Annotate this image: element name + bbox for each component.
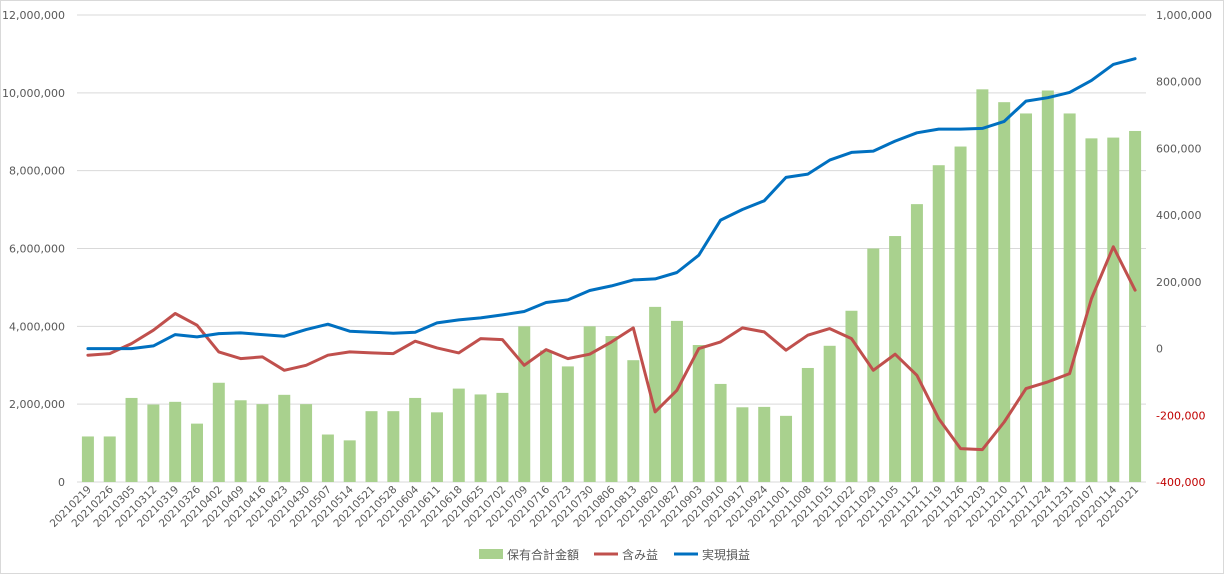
right-axis-tick-labels: -400,000 -200,000 0 200,000 400,000 600,000 80… <box>1156 9 1212 489</box>
gridlines <box>77 14 1146 483</box>
legend: 保有合計金額 含み益 実現損益 <box>479 547 750 562</box>
right-axis-tick-label: 400,000 <box>1156 209 1202 222</box>
bar-holdings <box>1085 138 1098 482</box>
legend-label-realized: 実現損益 <box>702 547 750 562</box>
bar-holdings <box>823 345 836 482</box>
bar-holdings <box>1063 113 1076 482</box>
bar-holdings <box>540 350 553 482</box>
bar-holdings <box>256 404 269 482</box>
bar-holdings <box>670 320 683 482</box>
bar-holdings <box>212 382 225 482</box>
bar-holdings <box>780 415 793 482</box>
right-axis-tick-label: 800,000 <box>1156 76 1202 89</box>
bar-series-layer <box>81 89 1142 483</box>
legend-label-holdings: 保有合計金額 <box>507 547 579 562</box>
bar-holdings <box>976 89 989 482</box>
left-axis-tick-label: 0 <box>58 476 65 489</box>
bar-holdings <box>518 326 531 482</box>
left-axis-tick-labels: 0 2,000,000 4,000,000 6,000,000 8,000,000 10,… <box>2 9 65 489</box>
bar-holdings <box>583 326 596 482</box>
bar-holdings <box>496 392 509 482</box>
bar-holdings <box>387 411 400 482</box>
bar-holdings <box>1041 90 1054 482</box>
bar-holdings <box>234 400 247 482</box>
bar-holdings <box>889 236 902 482</box>
bar-holdings <box>81 436 94 482</box>
bar-holdings <box>1107 137 1120 482</box>
left-axis-tick-label: 2,000,000 <box>9 398 65 411</box>
left-axis-tick-label: 10,000,000 <box>2 87 65 100</box>
bar-holdings <box>103 436 116 482</box>
right-axis-tick-label: 200,000 <box>1156 276 1202 289</box>
line-series-layer <box>86 57 1137 452</box>
left-axis-tick-label: 8,000,000 <box>9 165 65 178</box>
left-axis-tick-label: 6,000,000 <box>9 243 65 256</box>
bar-holdings <box>714 383 727 482</box>
bar-holdings <box>169 401 182 482</box>
legend-label-unrealized: 含み益 <box>622 547 658 562</box>
right-axis-tick-label: 600,000 <box>1156 142 1202 155</box>
bar-holdings <box>125 397 138 482</box>
bar-holdings <box>474 394 487 482</box>
bar-holdings <box>758 406 771 482</box>
bar-holdings <box>627 360 640 482</box>
right-axis-tick-label: -200,000 <box>1156 409 1205 422</box>
left-axis-tick-label: 4,000,000 <box>9 320 65 333</box>
bar-holdings <box>867 248 880 482</box>
bar-holdings <box>649 306 662 482</box>
line-realized-gain <box>86 57 1137 351</box>
bar-holdings <box>932 165 945 483</box>
bar-holdings <box>845 310 858 482</box>
line-unrealized-gain <box>86 245 1137 452</box>
legend-swatch-holdings <box>479 549 503 559</box>
right-axis-tick-label: 1,000,000 <box>1156 9 1212 22</box>
right-axis-tick-label: -400,000 <box>1156 476 1205 489</box>
right-axis-tick-label: 0 <box>1156 343 1163 356</box>
bar-holdings <box>801 367 814 482</box>
bar-holdings <box>321 434 334 482</box>
bar-holdings <box>954 146 967 482</box>
bar-holdings <box>998 102 1011 482</box>
bar-holdings <box>561 366 574 482</box>
bar-holdings <box>1129 130 1142 482</box>
bar-holdings <box>605 336 618 482</box>
bar-holdings <box>409 397 422 482</box>
bar-holdings <box>736 407 749 482</box>
bar-holdings <box>278 394 291 482</box>
bar-holdings <box>910 204 923 482</box>
bar-holdings <box>365 411 378 482</box>
bar-holdings <box>147 404 160 482</box>
bar-holdings <box>452 388 465 482</box>
bar-holdings <box>1020 113 1033 482</box>
bar-holdings <box>190 423 203 482</box>
bar-holdings <box>343 440 356 482</box>
bar-holdings <box>300 404 313 482</box>
bar-holdings <box>430 412 443 482</box>
bar-holdings <box>692 345 705 482</box>
left-axis-tick-label: 12,000,000 <box>2 9 65 22</box>
